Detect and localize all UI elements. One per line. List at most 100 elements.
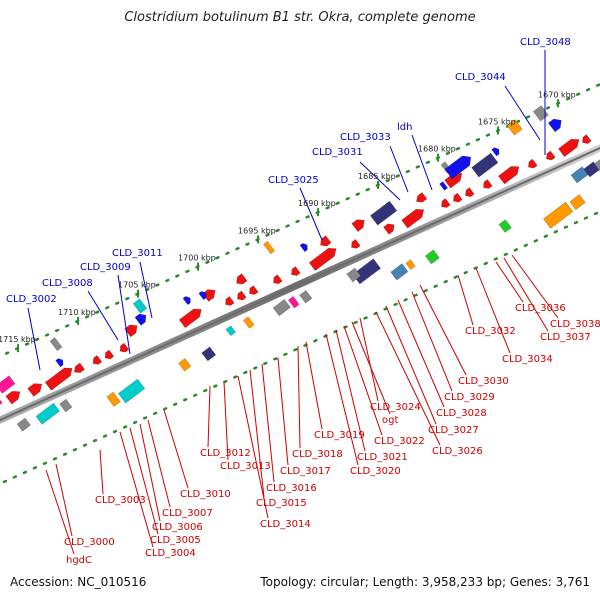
leader-bottom-18 xyxy=(261,363,275,483)
label-bottom-25: CLD_3006 xyxy=(152,522,203,533)
gene-fwd-23-body xyxy=(528,158,538,169)
label-bottom-18: CLD_3016 xyxy=(266,483,317,494)
gene-rev-0 xyxy=(16,417,31,432)
gene-fwd-35-body xyxy=(471,152,499,178)
label-bottom-28: CLD_3003 xyxy=(95,495,146,506)
gene-fwd-42-body xyxy=(506,119,523,136)
scale-tick-9: 1715 kbp xyxy=(0,335,36,353)
gene-fwd-4-body xyxy=(73,362,86,373)
label-bottom-0: CLD_3038 xyxy=(550,319,600,330)
scale-tick-label: 1670 kbp xyxy=(538,90,576,99)
scale-tick-label: 1690 kbp xyxy=(298,199,336,208)
gene-fwd-19-body xyxy=(453,192,463,203)
gene-rev-3-body xyxy=(117,378,146,404)
gene-rev-8-body xyxy=(242,316,255,329)
label-bottom-10: CLD_3024 xyxy=(370,402,421,413)
scale-tick-2: 1680 kbp xyxy=(418,145,456,162)
leader-top-4 xyxy=(359,161,401,201)
genome-backbone-core xyxy=(0,146,600,422)
gene-fwd-25 xyxy=(558,138,580,158)
gene-fwd-15-body xyxy=(351,238,361,249)
gene-rev-18 xyxy=(542,201,574,229)
label-top-5: CLD_3025 xyxy=(268,175,319,186)
gene-fwd-50-body xyxy=(55,358,64,368)
gene-fwd-12-body xyxy=(273,274,283,285)
scale-tick-label: 1715 kbp xyxy=(0,335,36,344)
leader-bottom-23 xyxy=(163,409,189,489)
leader-bottom-13 xyxy=(335,329,366,452)
gene-fwd-45-body xyxy=(182,296,191,306)
gene-rev-5-body xyxy=(178,357,192,372)
gene-fwd-51 xyxy=(491,147,500,157)
genome-title: Clostridium botulinum B1 str. Okra, comp… xyxy=(124,10,476,25)
gene-fwd-44-body xyxy=(134,313,147,326)
gene-fwd-33-body xyxy=(320,235,332,247)
leader-bottom-21 xyxy=(223,381,229,461)
gene-fwd-16-body xyxy=(383,223,395,235)
leader-top-7 xyxy=(117,274,131,355)
leader-top-8 xyxy=(87,290,119,341)
scale-tick-5: 1695 kbp xyxy=(238,226,276,244)
gene-rev-21 xyxy=(593,158,600,173)
leader-bottom-5 xyxy=(419,284,467,376)
gene-rev-15 xyxy=(405,259,416,271)
leader-bottom-27 xyxy=(119,431,154,548)
leader-top-3 xyxy=(389,145,409,193)
leader-bottom-11 xyxy=(351,321,391,415)
leader-top-2 xyxy=(411,134,433,191)
gene-fwd-3-body xyxy=(44,367,73,391)
label-bottom-3: CLD_3034 xyxy=(502,354,553,365)
scale-tick-6: 1700 kbp xyxy=(178,254,216,271)
gene-rev-22 xyxy=(569,194,586,211)
leader-bottom-15 xyxy=(305,341,323,430)
gene-fwd-27-body xyxy=(0,375,16,394)
label-bottom-12: CLD_3022 xyxy=(374,436,425,447)
label-bottom-15: CLD_3019 xyxy=(314,430,365,441)
gene-fwd-9 xyxy=(225,296,235,306)
leader-bottom-10 xyxy=(359,317,379,402)
gene-fwd-19 xyxy=(453,192,463,203)
leader-bottom-12 xyxy=(343,325,383,436)
leader-bottom-24 xyxy=(147,419,171,508)
gene-rev-5 xyxy=(178,357,192,372)
gene-rev-4-body xyxy=(106,391,121,407)
gene-fwd-10 xyxy=(237,290,247,301)
leader-bottom-19 xyxy=(249,369,265,498)
leader-bottom-26 xyxy=(129,427,159,535)
gene-fwd-16 xyxy=(383,223,395,235)
gene-fwd-22 xyxy=(498,166,520,185)
scale-tick-8: 1710 kbp xyxy=(58,308,96,325)
label-bottom-23: CLD_3010 xyxy=(180,489,231,500)
leader-top-9 xyxy=(27,307,41,371)
gene-fwd-35 xyxy=(471,152,499,178)
gene-rev-6-body xyxy=(201,346,217,362)
gene-fwd-7 xyxy=(119,342,130,353)
gene-rev-0-body xyxy=(16,417,31,432)
gene-fwd-44 xyxy=(134,313,147,326)
label-top-9: CLD_3002 xyxy=(6,294,57,305)
gene-fwd-11-body xyxy=(249,285,259,295)
gene-rev-7-body xyxy=(225,325,237,337)
scale-tick-7: 1705 kbp xyxy=(118,281,156,298)
leader-bottom-30 xyxy=(45,469,75,555)
scale-tick-label: 1695 kbp xyxy=(238,226,276,235)
gene-fwd-21-body xyxy=(483,179,493,189)
leader-bottom-22 xyxy=(207,385,211,448)
gene-fwd-37-body xyxy=(49,337,63,352)
gene-rev-4 xyxy=(106,391,121,407)
leader-bottom-14 xyxy=(325,333,359,466)
gene-fwd-32 xyxy=(369,200,398,226)
gene-fwd-0-body xyxy=(0,395,3,410)
gene-rev-18-body xyxy=(542,201,574,229)
leader-bottom-28 xyxy=(99,449,104,495)
leader-top-6 xyxy=(139,261,153,319)
gene-fwd-5-body xyxy=(92,354,103,365)
label-bottom-22: CLD_3012 xyxy=(200,448,251,459)
scale-tick-4: 1690 kbp xyxy=(298,199,336,217)
gene-fwd-20-body xyxy=(465,187,475,198)
gene-fwd-0 xyxy=(0,395,3,410)
gene-fwd-2 xyxy=(27,383,43,397)
gene-fwd-33 xyxy=(320,235,332,247)
gene-rev-2 xyxy=(59,398,73,413)
